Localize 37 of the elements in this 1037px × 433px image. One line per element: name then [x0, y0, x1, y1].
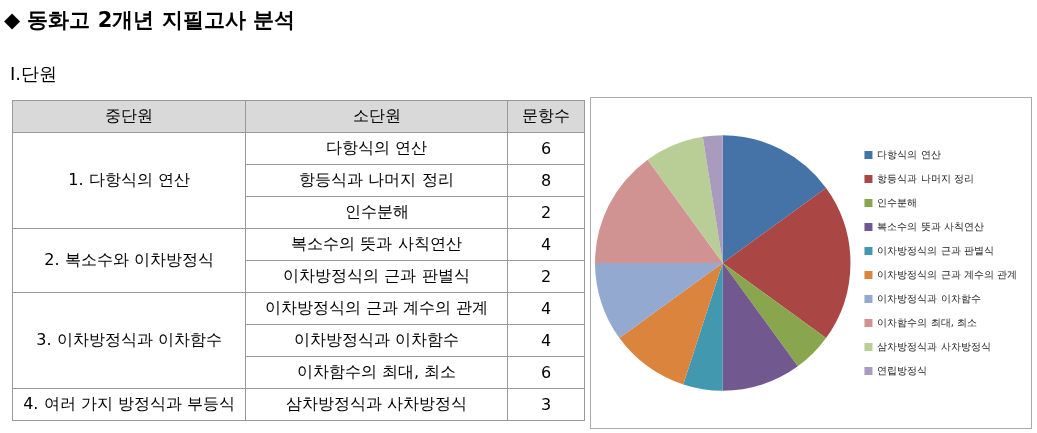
text: 삼차방정식과 사차방정식: [245, 388, 508, 421]
text: 문항수: [507, 100, 585, 133]
legend-label: 항등식과 나머지 정리: [877, 172, 974, 184]
legend-label: 이차함수의 최대, 최소: [877, 316, 978, 328]
legend-label: 인수분해: [877, 196, 918, 208]
legend-label: 복소수의 뜻과 사칙연산: [877, 220, 984, 232]
text: 2: [507, 260, 585, 293]
legend-label: 이차방정식과 이차함수: [877, 292, 981, 304]
text: 항등식과 나머지 정리: [245, 164, 508, 197]
text: 이차함수의 최대, 최소: [245, 356, 508, 389]
text: 4: [507, 292, 585, 325]
text: 4: [507, 228, 585, 261]
text: 소단원: [245, 100, 508, 133]
text: 3. 이차방정식과 이차함수: [12, 292, 246, 389]
text: 6: [507, 132, 585, 165]
text: 4: [507, 324, 585, 357]
legend-label: 다항식의 연산: [877, 148, 941, 160]
legend-label: 연립방정식: [877, 364, 928, 376]
text: 인수분해: [245, 196, 508, 229]
legend-label: 삼차방정식과 사차방정식: [877, 340, 991, 352]
text: 중단원: [12, 100, 246, 133]
text: 3: [507, 388, 585, 421]
text: 2. 복소수와 이차방정식: [12, 228, 246, 293]
text: 이차방정식의 근과 판별식: [245, 260, 508, 293]
text: 1. 다항식의 연산: [12, 132, 246, 229]
text: 이차방정식의 근과 계수의 관계: [245, 292, 508, 325]
legend-label: 이차방정식의 근과 계수의 관계: [877, 268, 1018, 280]
text: 6: [507, 356, 585, 389]
text: 이차방정식과 이차함수: [245, 324, 508, 357]
text: ◆ 동화고 2개년 지필고사 분석: [4, 7, 296, 34]
text: Ⅰ.단원: [10, 62, 58, 86]
text: 복소수의 뜻과 사칙연산: [245, 228, 508, 261]
text: 8: [507, 164, 585, 197]
text: 다항식의 연산: [245, 132, 508, 165]
text: 2: [507, 196, 585, 229]
legend-label: 이차방정식의 근과 판별식: [877, 244, 994, 256]
text: 4. 여러 가지 방정식과 부등식: [12, 388, 246, 421]
